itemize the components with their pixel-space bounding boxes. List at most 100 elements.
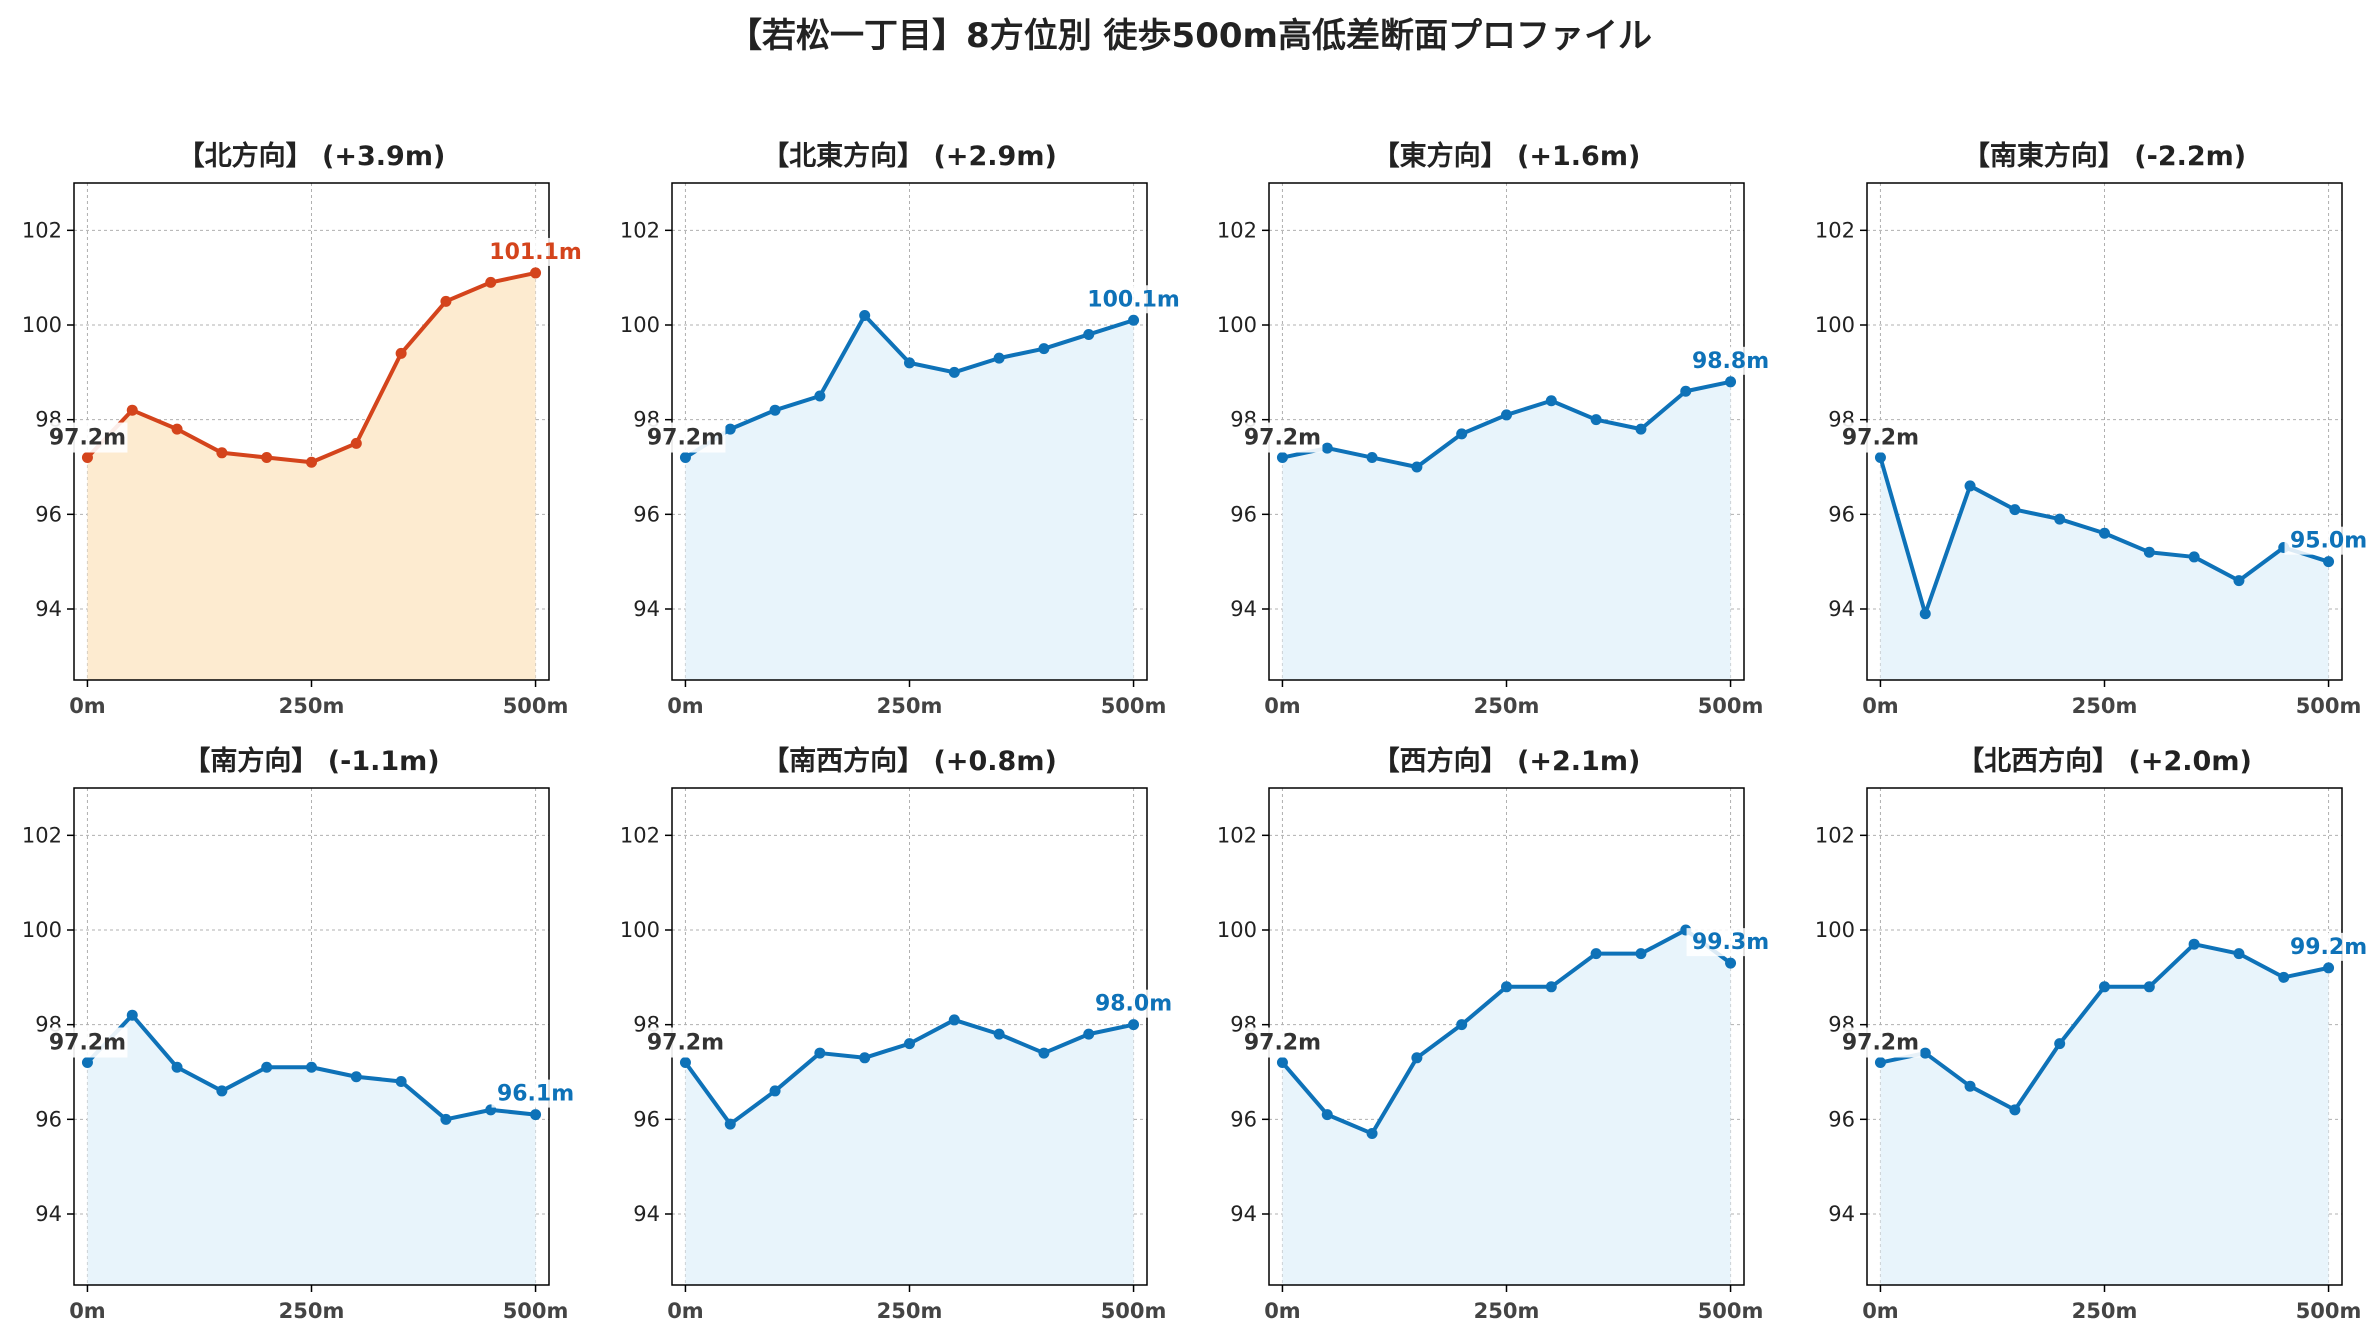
elevation-area [87,272,536,680]
elevation-area [1880,457,2329,680]
end-label: 96.1m [497,1082,574,1107]
data-point [350,437,362,449]
x-tick-label: 500m [1101,1299,1167,1323]
end-label-bg [1089,285,1178,314]
data-point [1590,948,1602,960]
data-point [1456,1019,1468,1031]
x-tick-label: 500m [2296,1299,2362,1323]
data-point [1964,1080,1976,1092]
start-label-bg [645,1027,726,1058]
data-point [530,267,542,279]
x-tick-label: 500m [1698,694,1764,718]
y-tick-label: 100 [1815,313,1855,337]
elevation-area [685,315,1134,680]
data-point [216,447,228,459]
data-point [2143,546,2155,558]
data-point [126,404,138,416]
data-point [2233,948,2245,960]
y-tick-label: 96 [633,1107,660,1131]
y-tick-label: 96 [1828,1107,1855,1131]
y-tick-label: 100 [1217,918,1257,942]
end-label-bg [2284,526,2373,555]
data-point [2099,527,2110,539]
y-tick-label: 102 [620,218,660,242]
data-point [395,1075,407,1087]
data-point [1635,948,1647,960]
panel-title: 【南西方向】 (+0.8m) [762,745,1057,777]
end-label: 98.0m [1095,992,1172,1017]
x-tick-label: 250m [877,694,943,718]
elevation-area [87,1015,536,1285]
start-label: 97.2m [1842,1031,1919,1056]
data-point [216,1085,228,1097]
panel-title: 【南方向】 (-1.1m) [183,745,439,777]
y-tick-label: 94 [633,1202,660,1226]
data-point [1128,314,1140,326]
data-point [1083,328,1095,340]
data-point [1411,1052,1423,1064]
end-label-bg [491,237,580,266]
y-tick-label: 94 [1828,1202,1855,1226]
data-point [2143,981,2155,993]
data-point [1276,1057,1288,1069]
data-point [1501,409,1512,421]
panel-title: 【北西方向】 (+2.0m) [1957,745,2252,777]
data-point [126,1009,138,1021]
data-point [1919,1047,1931,1059]
data-point [2009,1104,2021,1116]
elevation-area [1282,381,1731,680]
y-tick-label: 94 [633,597,660,621]
y-tick-label: 96 [35,502,62,526]
x-tick-label: 250m [2072,1299,2138,1323]
data-point [948,1014,960,1026]
data-point [1321,442,1333,454]
y-tick-label: 102 [1217,218,1257,242]
data-point [1545,395,1557,407]
data-point [948,366,960,378]
panel-title: 【東方向】 (+1.6m) [1373,140,1641,172]
data-point [2323,962,2335,974]
y-tick-label: 96 [1230,1107,1257,1131]
start-label-bg [1840,422,1921,453]
start-label: 97.2m [1244,426,1321,451]
data-point [2188,551,2200,563]
y-tick-label: 94 [1230,597,1257,621]
data-point [1874,1057,1886,1069]
data-point [485,276,497,288]
data-point [1038,343,1050,355]
end-label: 99.2m [2290,935,2367,960]
data-point [1276,452,1288,464]
start-label-bg [1242,422,1323,453]
data-point [81,1057,93,1069]
data-point [1038,1047,1050,1059]
start-label-bg [645,422,726,453]
panel-title: 【西方向】 (+2.1m) [1373,745,1641,777]
data-point [1501,981,1512,993]
data-point [859,310,871,322]
data-point [679,1057,691,1069]
data-point [530,1109,542,1121]
data-point [2188,938,2200,950]
data-point [2054,1038,2066,1050]
end-label-bg [491,1079,580,1108]
data-point [859,1052,871,1064]
data-point [1725,957,1737,969]
data-point [2009,504,2021,516]
end-label-bg [1686,928,1775,957]
x-tick-label: 0m [1862,1299,1899,1323]
panel-title: 【北方向】 (+3.9m) [178,140,446,172]
y-tick-label: 94 [35,1202,62,1226]
data-point [81,452,93,464]
start-label: 97.2m [49,426,126,451]
x-tick-label: 250m [279,694,345,718]
start-label: 97.2m [1842,426,1919,451]
x-tick-label: 0m [69,1299,106,1323]
x-tick-label: 500m [503,1299,569,1323]
x-tick-label: 0m [1264,1299,1301,1323]
data-point [1680,385,1692,397]
y-tick-label: 100 [22,313,62,337]
